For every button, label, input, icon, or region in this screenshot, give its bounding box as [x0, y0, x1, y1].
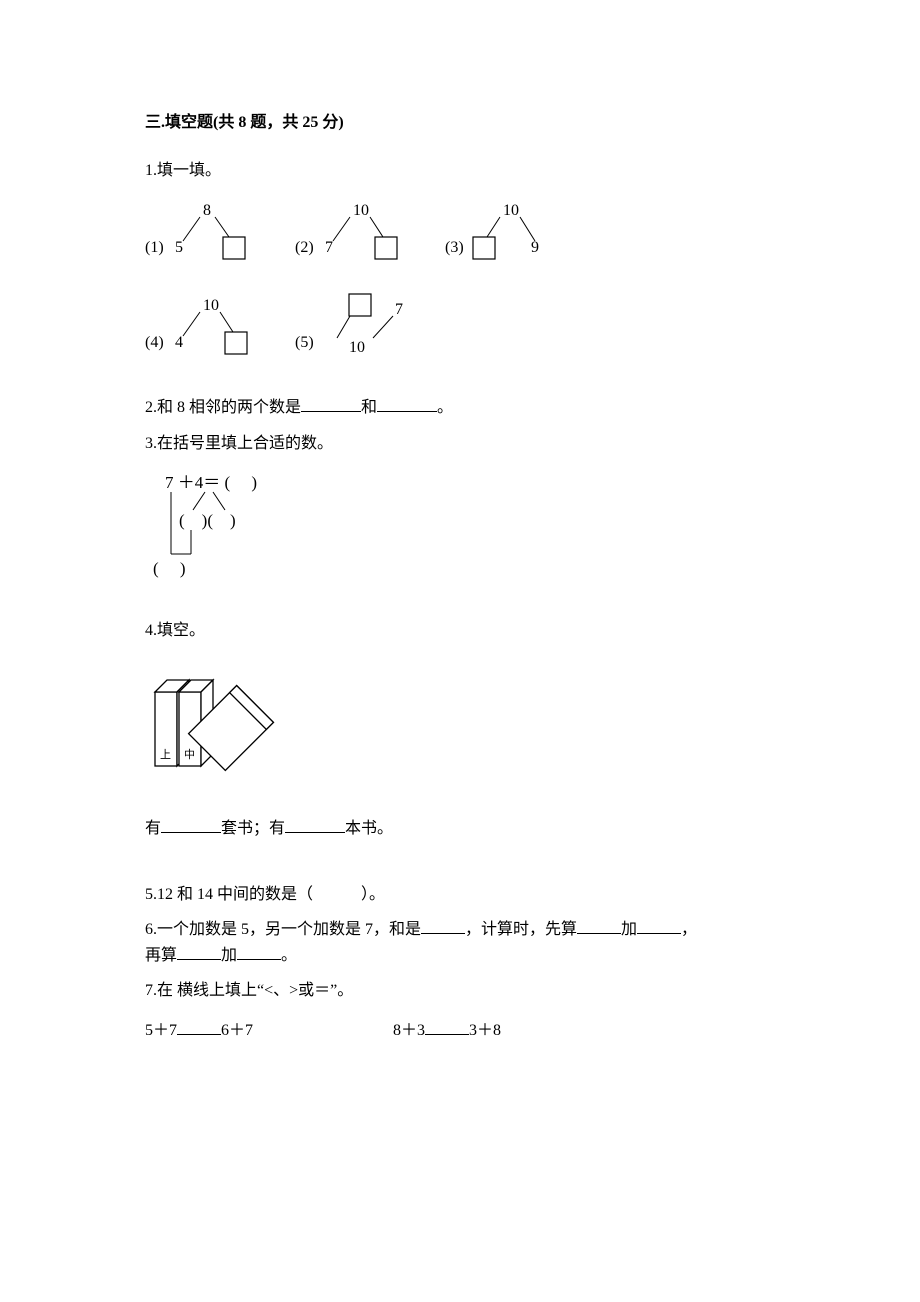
- q2-mid: 和: [361, 399, 377, 416]
- q7-row: 5＋7 6＋7 8＋3 3＋8: [145, 1018, 775, 1044]
- answer-box[interactable]: [473, 237, 495, 259]
- q1-2-left: 7: [325, 239, 333, 256]
- q4-a: 有: [145, 820, 161, 837]
- q3-bottom: ( ): [153, 559, 186, 578]
- q6-f: 加: [221, 947, 237, 964]
- blank[interactable]: [301, 395, 361, 412]
- q4-b: 套书；有: [221, 820, 285, 837]
- q1-4-top: 10: [203, 297, 219, 314]
- q1-prompt: 1.填一填。: [145, 158, 775, 184]
- q6-e: 再算: [145, 947, 177, 964]
- q7-lb: 6＋7: [221, 1022, 253, 1039]
- q1-1-idx: (1): [145, 239, 164, 256]
- q7-left: 5＋7 6＋7: [145, 1018, 253, 1044]
- blank[interactable]: [177, 1018, 221, 1035]
- q1-5-idx: (5): [295, 334, 314, 351]
- q6-b: ，计算时，先算: [465, 921, 577, 938]
- q1-3-top: 10: [503, 202, 519, 219]
- q4-c: 本书。: [345, 820, 393, 837]
- q1-1-left: 5: [175, 239, 183, 256]
- q1-5-right: 7: [395, 301, 403, 318]
- blank[interactable]: [237, 943, 281, 960]
- q4-prompt: 4.填空。: [145, 618, 775, 644]
- blank[interactable]: [425, 1018, 469, 1035]
- q7-rb: 3＋8: [469, 1022, 501, 1039]
- q6-g: 。: [281, 947, 297, 964]
- q7-prompt: 7.在 横线上填上“<、>或＝”。: [145, 978, 775, 1004]
- q3-figure: 7 ＋4＝ ( ) ( )( ) ( ): [145, 470, 775, 590]
- blank[interactable]: [577, 917, 621, 934]
- answer-box[interactable]: [223, 237, 245, 259]
- q6-a: 6.一个加数是 5，另一个加数是 7，和是: [145, 921, 421, 938]
- blank[interactable]: [637, 917, 681, 934]
- q1-3-right: 9: [531, 239, 539, 256]
- q6-c: 加: [621, 921, 637, 938]
- blank[interactable]: [421, 917, 465, 934]
- blank[interactable]: [177, 943, 221, 960]
- q1-4-left: 4: [175, 334, 183, 351]
- q2-post: 。: [437, 399, 453, 416]
- page: 三.填空题(共 8 题，共 25 分) 1.填一填。 8 (1) 5 10 (2…: [0, 0, 920, 1134]
- q1-2-top: 10: [353, 202, 369, 219]
- q2: 2.和 8 相邻的两个数是 和 。: [145, 395, 775, 421]
- q4-figure: 上 中: [145, 658, 775, 788]
- answer-box[interactable]: [349, 294, 371, 316]
- blank[interactable]: [161, 816, 221, 833]
- q1-2-idx: (2): [295, 239, 314, 256]
- blank[interactable]: [285, 816, 345, 833]
- answer-box[interactable]: [375, 237, 397, 259]
- q1-1-top: 8: [203, 202, 211, 219]
- q3-paren: ( )( ): [179, 511, 236, 530]
- q6: 6.一个加数是 5，另一个加数是 7，和是，计算时，先算加， 再算加。: [145, 917, 775, 968]
- q1-5-left: 10: [349, 339, 365, 356]
- q7-la: 5＋7: [145, 1022, 177, 1039]
- q3-expr: 7 ＋4＝ ( ): [165, 473, 257, 492]
- q3-prompt: 3.在括号里填上合适的数。: [145, 431, 775, 457]
- book-label-2: 中: [184, 748, 195, 761]
- q1-3-idx: (3): [445, 239, 464, 256]
- q2-pre: 2.和 8 相邻的两个数是: [145, 399, 301, 416]
- blank[interactable]: [377, 395, 437, 412]
- q1-figure: 8 (1) 5 10 (2) 7 10 (3): [145, 197, 775, 367]
- q4-line: 有 套书；有 本书。: [145, 816, 775, 842]
- q5: 5.12 和 14 中间的数是（ ）。: [145, 882, 775, 908]
- q6-d: ，: [681, 921, 697, 938]
- q7-ra: 8＋3: [393, 1022, 425, 1039]
- q7-right: 8＋3 3＋8: [393, 1018, 501, 1044]
- section-title: 三.填空题(共 8 题，共 25 分): [145, 110, 775, 136]
- answer-box[interactable]: [225, 332, 247, 354]
- q1-4-idx: (4): [145, 334, 164, 351]
- book-label-1: 上: [160, 748, 171, 761]
